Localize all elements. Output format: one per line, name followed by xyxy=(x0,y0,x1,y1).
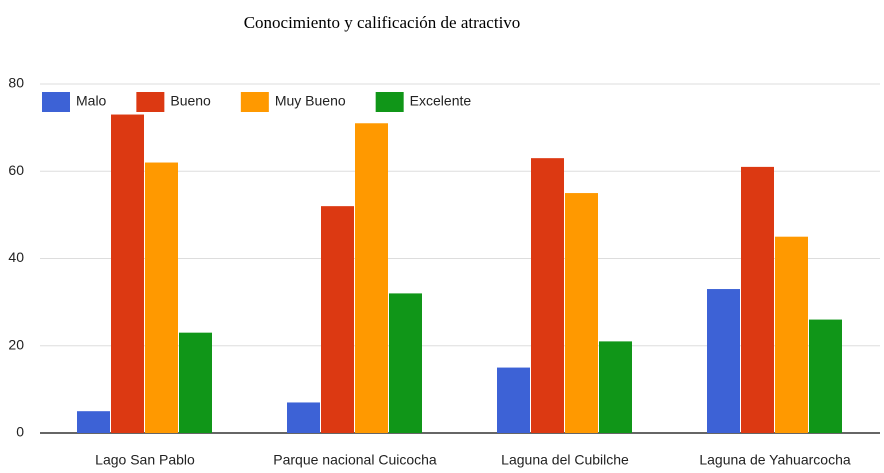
bar xyxy=(565,193,598,433)
legend-swatch xyxy=(42,92,70,112)
bar xyxy=(389,293,422,433)
legend-swatch xyxy=(240,92,269,112)
bar xyxy=(77,411,110,433)
y-tick-label: 80 xyxy=(8,75,24,91)
chart-title: Conocimiento y calificación de atractivo xyxy=(244,13,521,32)
y-tick-label: 0 xyxy=(16,424,24,440)
bar xyxy=(775,236,808,433)
bar xyxy=(531,158,564,433)
bar xyxy=(741,166,774,433)
y-tick-label: 60 xyxy=(8,162,24,178)
bar xyxy=(497,367,530,433)
legend-label: Bueno xyxy=(170,93,211,109)
x-tick-label: Laguna del Cubilche xyxy=(501,452,629,468)
legend-swatch xyxy=(375,92,404,112)
bar xyxy=(287,402,320,433)
legend-swatch xyxy=(136,92,165,112)
bar xyxy=(355,123,388,433)
legend-label: Muy Bueno xyxy=(275,93,346,109)
y-tick-label: 40 xyxy=(8,249,24,265)
bar xyxy=(599,341,632,433)
bar xyxy=(111,114,144,433)
bar xyxy=(809,319,842,433)
x-tick-label: Parque nacional Cuicocha xyxy=(273,452,437,468)
legend-label: Excelente xyxy=(410,93,472,109)
y-tick-label: 20 xyxy=(8,336,24,352)
bar xyxy=(145,162,178,433)
bar xyxy=(321,206,354,433)
x-tick-label: Laguna de Yahuarcocha xyxy=(699,452,850,468)
legend-label: Malo xyxy=(76,93,107,109)
bar xyxy=(707,289,740,433)
x-tick-label: Lago San Pablo xyxy=(95,452,195,468)
bar xyxy=(179,332,212,433)
